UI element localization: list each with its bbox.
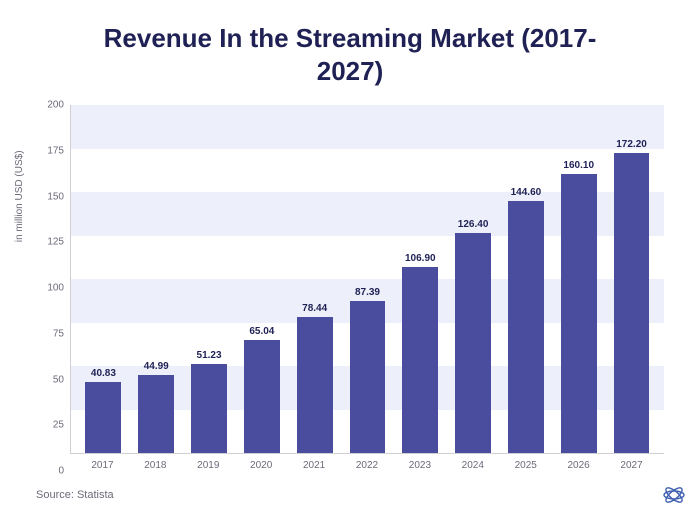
y-axis: 0255075100125150175200: [36, 105, 70, 471]
bar: [191, 364, 227, 453]
bar-value-label: 144.60: [511, 187, 542, 198]
bar-value-label: 87.39: [355, 287, 380, 298]
y-tick: 75: [53, 328, 64, 339]
bar-slot: 51.23: [183, 105, 236, 453]
x-tick: 2026: [552, 460, 605, 471]
bar-slot: 106.90: [394, 105, 447, 453]
y-tick: 200: [47, 100, 64, 111]
bar-value-label: 40.83: [91, 368, 116, 379]
x-tick: 2019: [182, 460, 235, 471]
x-tick: 2017: [76, 460, 129, 471]
chart-area: in million USD (US$) 0255075100125150175…: [36, 105, 664, 471]
x-tick: 2024: [446, 460, 499, 471]
bar-value-label: 44.99: [144, 361, 169, 372]
bar-value-label: 106.90: [405, 253, 436, 264]
bar-slot: 172.20: [605, 105, 658, 453]
bar: [350, 301, 386, 453]
bar-value-label: 172.20: [616, 139, 647, 150]
bar: [402, 267, 438, 453]
bar: [508, 201, 544, 453]
chart-title: Revenue In the Streaming Market (2017-20…: [36, 22, 664, 87]
bar-slot: 126.40: [447, 105, 500, 453]
y-tick: 175: [47, 145, 64, 156]
plot-area: 40.83 44.99 51.23 65.04 78.44 87.39 106.90 126.…: [70, 105, 664, 454]
bar-slot: 87.39: [341, 105, 394, 453]
bar: [561, 174, 597, 453]
bar-value-label: 160.10: [563, 160, 594, 171]
bar: [297, 317, 333, 453]
x-tick: 2025: [499, 460, 552, 471]
bar: [138, 375, 174, 453]
y-tick: 150: [47, 191, 64, 202]
bar-slot: 40.83: [77, 105, 130, 453]
bar-value-label: 126.40: [458, 219, 489, 230]
bars-container: 40.83 44.99 51.23 65.04 78.44 87.39 106.90 126.…: [71, 105, 664, 453]
bar-value-label: 51.23: [197, 350, 222, 361]
y-tick: 100: [47, 283, 64, 294]
source-text: Source: Statista: [36, 489, 664, 501]
x-tick: 2027: [605, 460, 658, 471]
bar-slot: 160.10: [552, 105, 605, 453]
bar: [614, 153, 650, 453]
bar: [244, 340, 280, 453]
bar-slot: 144.60: [500, 105, 553, 453]
y-tick: 25: [53, 420, 64, 431]
bar-slot: 78.44: [288, 105, 341, 453]
y-axis-label: in million USD (US$): [14, 150, 25, 242]
x-tick: 2020: [235, 460, 288, 471]
bar-slot: 65.04: [235, 105, 288, 453]
y-tick: 0: [58, 466, 64, 477]
y-tick: 50: [53, 374, 64, 385]
x-tick: 2018: [129, 460, 182, 471]
bar-slot: 44.99: [130, 105, 183, 453]
bar-value-label: 78.44: [302, 303, 327, 314]
x-tick: 2021: [288, 460, 341, 471]
y-tick: 125: [47, 237, 64, 248]
brand-logo-icon: [662, 483, 686, 507]
bar: [85, 382, 121, 453]
x-tick: 2023: [393, 460, 446, 471]
bar: [455, 233, 491, 453]
x-tick: 2022: [341, 460, 394, 471]
x-axis: 2017201820192020202120222023202420252026…: [70, 454, 664, 471]
bar-value-label: 65.04: [249, 326, 274, 337]
